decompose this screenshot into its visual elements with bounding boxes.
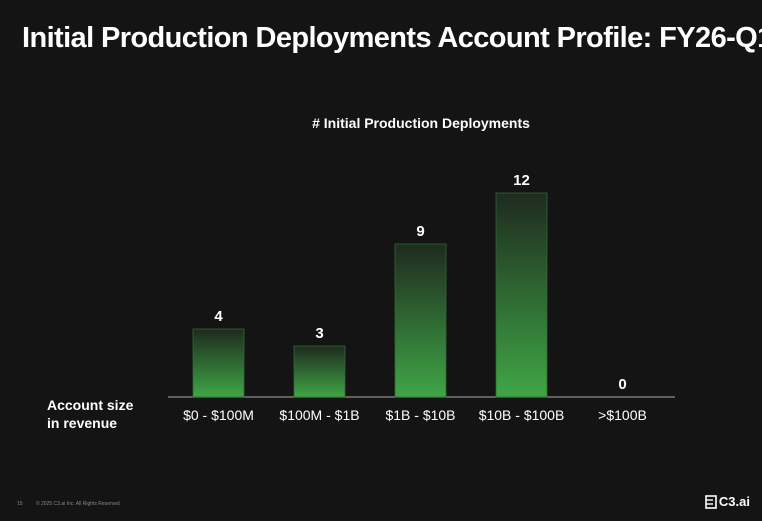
bar-1 xyxy=(192,328,245,398)
data-label-4: 12 xyxy=(513,172,530,189)
x-tick-label-3: $1B - $10B xyxy=(385,407,455,423)
x-tick-label-2: $100M - $1B xyxy=(279,407,359,423)
page-title: Initial Production Deployments Account P… xyxy=(22,22,762,54)
x-axis-description: Account size in revenue xyxy=(47,396,133,432)
chart-title: # Initial Production Deployments xyxy=(312,115,530,131)
x-tick-label-5: >$100B xyxy=(598,407,647,423)
bar-4 xyxy=(495,192,548,398)
bar-3 xyxy=(394,243,447,398)
x-axis-description-line1: Account size xyxy=(47,397,134,413)
data-label-2: 3 xyxy=(315,325,323,342)
c3-logo-icon xyxy=(705,494,717,509)
c3ai-logo: C3.ai xyxy=(705,494,750,509)
logo-text: C3.ai xyxy=(718,494,750,509)
x-tick-label-4: $10B - $100B xyxy=(479,407,565,423)
data-label-3: 9 xyxy=(416,223,424,240)
x-axis-description-line2: in revenue xyxy=(47,415,118,431)
x-tick-label-1: $0 - $100M xyxy=(183,407,254,423)
page-number: 15 xyxy=(17,501,23,507)
data-label-1: 4 xyxy=(214,308,223,325)
data-label-5: 0 xyxy=(618,376,626,393)
copyright-notice: © 2025 C3.ai Inc. All Rights Reserved xyxy=(35,501,120,507)
footer: 15 © 2025 C3.ai Inc. All Rights Reserved xyxy=(17,501,120,507)
bar-2 xyxy=(293,345,346,398)
